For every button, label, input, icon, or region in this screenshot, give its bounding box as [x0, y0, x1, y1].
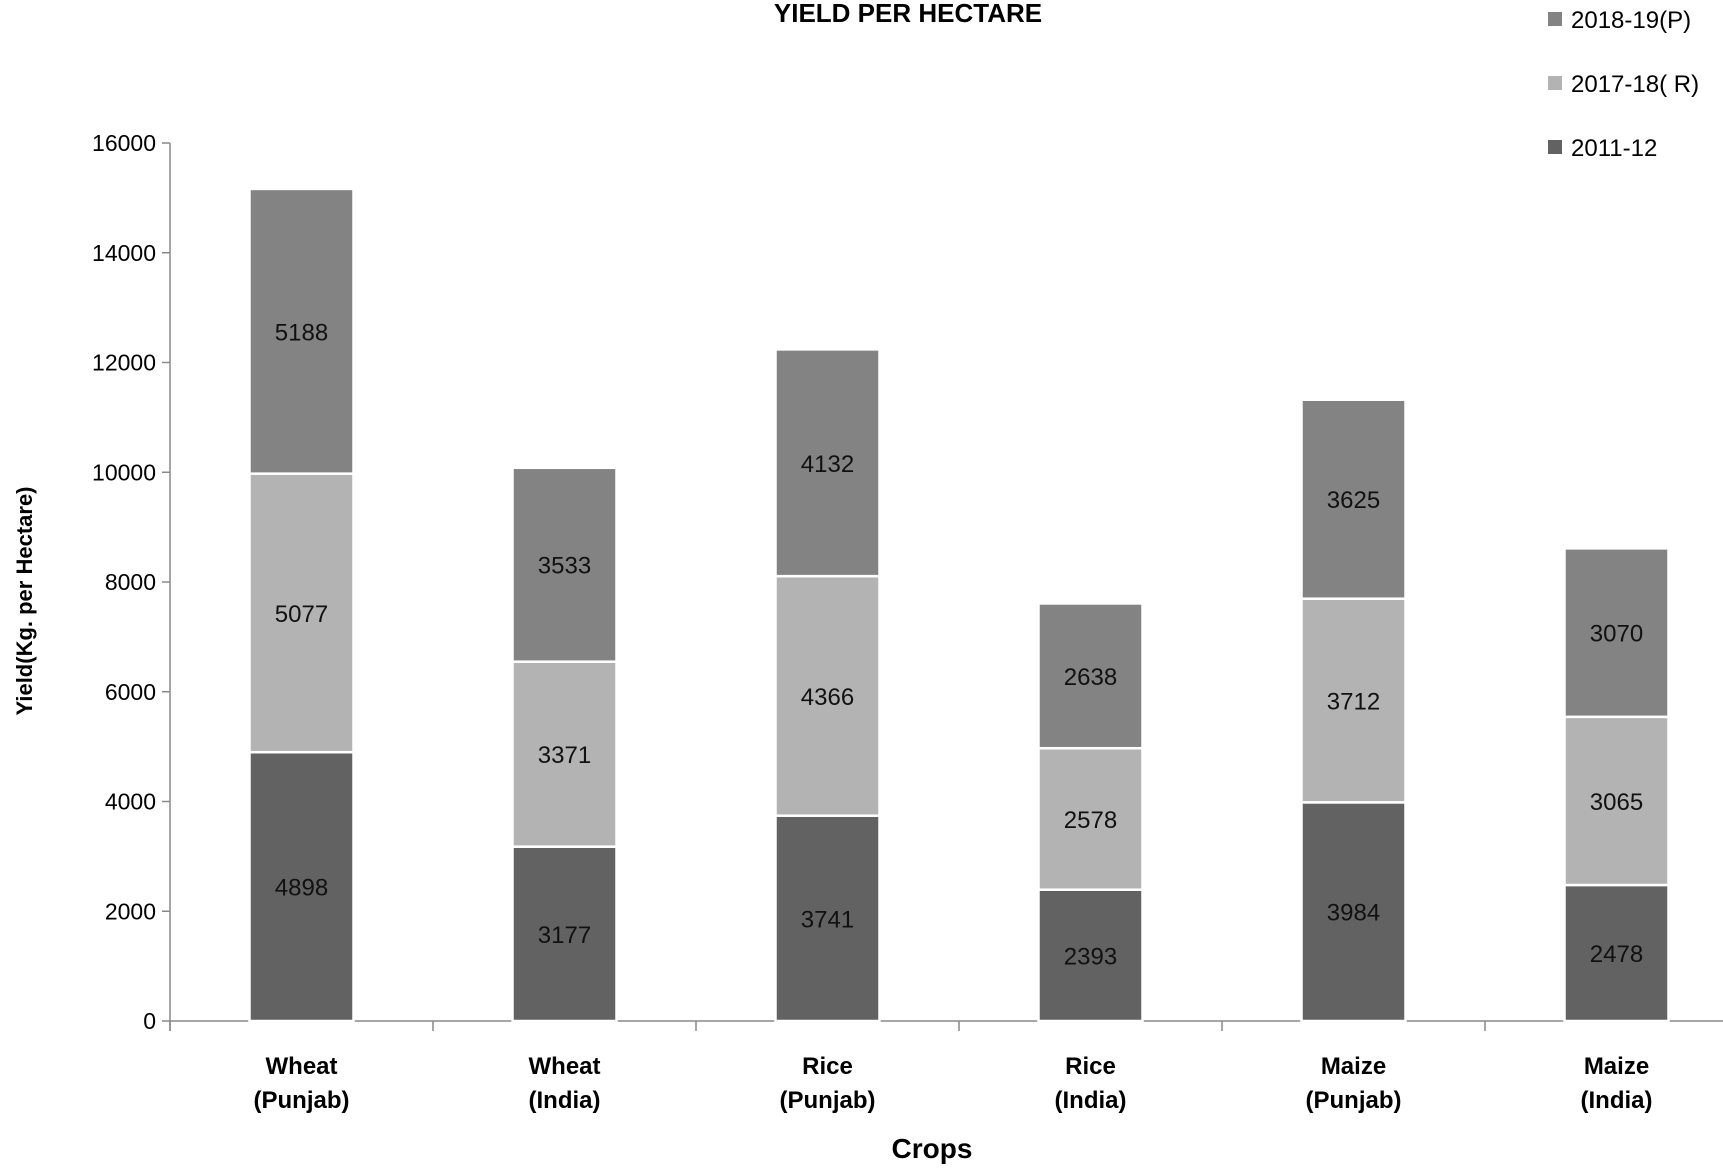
- bar-segment: [1563, 883, 1670, 1023]
- bar-segment: [1300, 398, 1407, 600]
- y-tick-label: 10000: [92, 459, 156, 485]
- legend-swatch: [1548, 140, 1562, 154]
- x-tick-label: Wheat (Punjab): [254, 1053, 350, 1114]
- data-label: 3741: [801, 906, 854, 933]
- bar-segment: [774, 574, 881, 817]
- bars: [248, 187, 1670, 1023]
- x-tick-label: Maize (India): [1581, 1053, 1653, 1114]
- data-label: 3712: [1327, 689, 1380, 716]
- data-label: 3177: [538, 922, 591, 949]
- data-labels: 4898 5077 5188 3177 3371 3533 3741 4366 4132 2393…: [275, 319, 1643, 970]
- legend-swatch: [1548, 12, 1562, 26]
- data-label: 3533: [538, 553, 591, 580]
- y-tick-label: 6000: [105, 679, 156, 705]
- x-axis-title: Crops: [892, 1133, 973, 1164]
- data-label: 2578: [1064, 807, 1117, 834]
- data-label: 3984: [1327, 900, 1380, 927]
- y-tick-label: 8000: [105, 569, 156, 595]
- data-label: 4366: [801, 684, 854, 711]
- y-tick-label: 2000: [105, 898, 156, 924]
- bar-segment: [774, 348, 881, 578]
- chart-title: YIELD PER HECTARE: [774, 0, 1042, 28]
- data-label: 2478: [1590, 941, 1643, 968]
- bar-segment: [248, 187, 355, 475]
- x-tick-label: Rice (Punjab): [780, 1053, 876, 1114]
- legend-label: 2017-18( R): [1571, 71, 1699, 98]
- bar-segment: [248, 750, 355, 1023]
- bar-segment: [1037, 602, 1144, 750]
- legend-label: 2011-12: [1571, 135, 1657, 162]
- y-tick-label: 14000: [92, 240, 156, 266]
- bar-segment: [511, 845, 618, 1023]
- data-label: 3371: [538, 742, 591, 769]
- x-tick-label: Rice (India): [1055, 1053, 1127, 1114]
- bar-segment: [511, 466, 618, 663]
- y-tick-label: 16000: [92, 130, 156, 156]
- bar-segment: [1300, 597, 1407, 804]
- legend-swatch: [1548, 76, 1562, 90]
- data-label: 5188: [275, 319, 328, 346]
- bar-segment: [1563, 547, 1670, 719]
- y-axis-title: Yield(Kg. per Hectare): [12, 486, 37, 715]
- y-tick-label: 0: [143, 1008, 156, 1034]
- data-label: 3065: [1590, 789, 1643, 816]
- x-tick-label: Maize (Punjab): [1306, 1053, 1402, 1114]
- x-axis: Wheat (Punjab) Wheat (India) Rice (Punjab) Ric…: [169, 1020, 1723, 1114]
- data-label: 3070: [1590, 621, 1643, 648]
- y-axis: 0 2000 4000 6000 8000 10000 12000 14000 16000: [92, 130, 171, 1034]
- legend-label: 2018-19(P): [1571, 7, 1691, 34]
- data-label: 4898: [275, 875, 328, 902]
- bar-segment: [511, 660, 618, 848]
- data-label: 4132: [801, 451, 854, 478]
- bar-segment: [1563, 715, 1670, 887]
- legend: 2018-19(P) 2017-18( R) 2011-12: [1548, 7, 1699, 162]
- x-tick-label: Wheat (India): [529, 1053, 601, 1114]
- data-label: 2393: [1064, 943, 1117, 970]
- bar-segment: [1037, 888, 1144, 1023]
- bar-segment: [1300, 801, 1407, 1023]
- data-label: 5077: [275, 601, 328, 628]
- data-label: 3625: [1327, 487, 1380, 514]
- data-label: 2638: [1064, 664, 1117, 691]
- y-tick-label: 4000: [105, 789, 156, 815]
- y-tick-label: 12000: [92, 350, 156, 376]
- bar-segment: [248, 472, 355, 754]
